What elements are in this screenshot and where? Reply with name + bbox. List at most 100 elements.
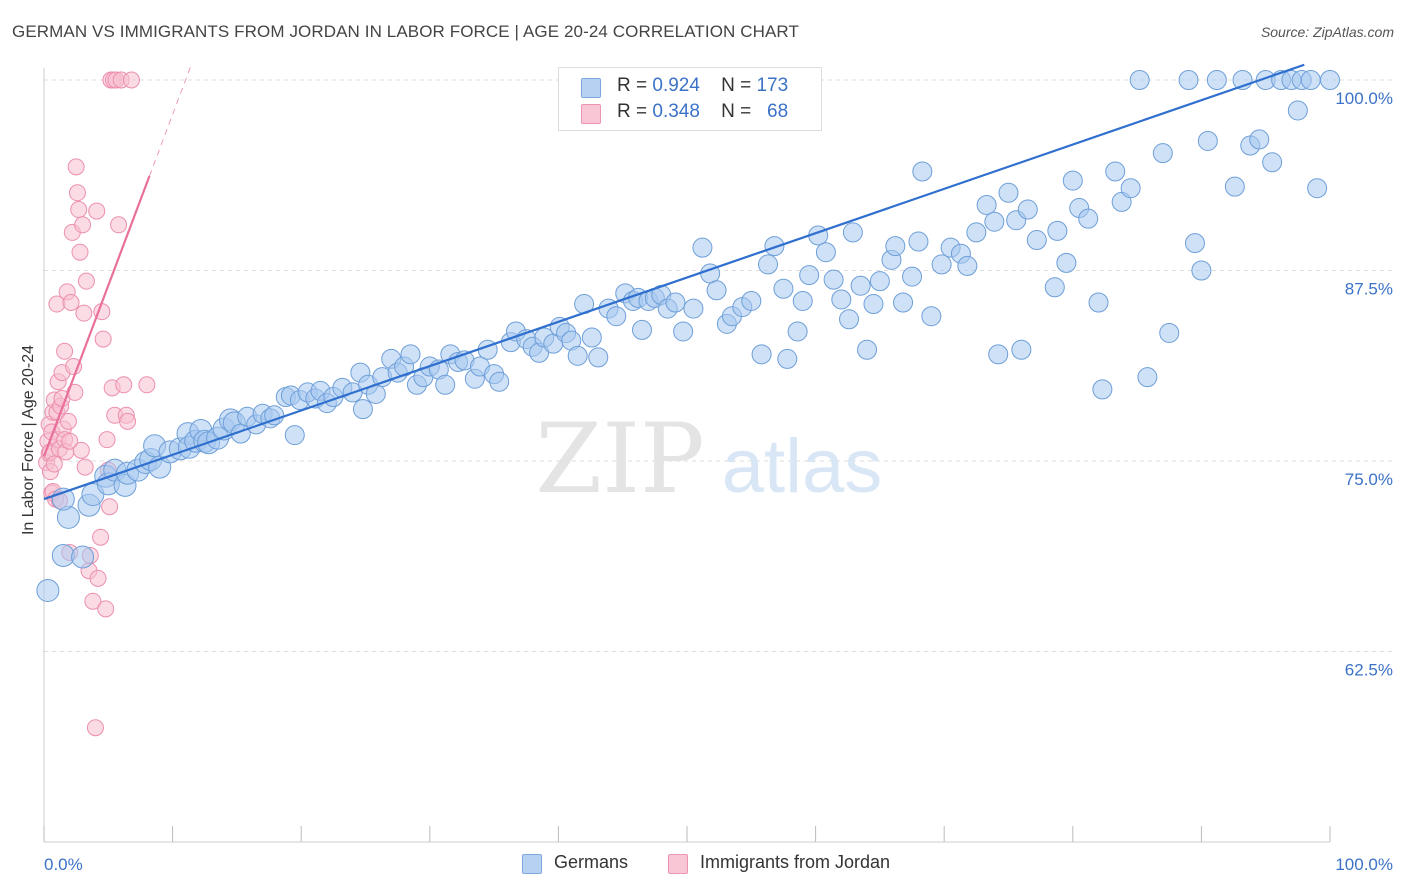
point-german [787, 321, 808, 342]
point-jordan [86, 719, 104, 737]
point-german [988, 344, 1009, 365]
point-german [857, 339, 878, 360]
point-german [606, 306, 627, 327]
jordan-points [38, 71, 156, 737]
point-jordan [115, 376, 133, 394]
point-german [435, 374, 456, 395]
point-german [758, 254, 779, 275]
point-german [588, 347, 609, 368]
point-german [1152, 143, 1173, 164]
point-german [1197, 130, 1218, 151]
point-jordan [84, 592, 102, 610]
point-jordan [56, 342, 74, 360]
legend-n-label: N = [721, 101, 752, 122]
point-jordan [110, 216, 128, 234]
point-german [1026, 230, 1047, 251]
legend-r-germans: 0.924 [652, 75, 700, 96]
point-jordan [67, 158, 85, 176]
point-german [1178, 70, 1199, 90]
watermark-zip: ZIP [535, 403, 704, 515]
point-jordan [65, 358, 83, 376]
point-jordan [76, 458, 94, 476]
point-jordan [74, 216, 92, 234]
point-german [1047, 220, 1068, 241]
point-jordan [66, 383, 84, 401]
point-jordan [68, 184, 86, 202]
trendline-jordan-extension [148, 63, 193, 177]
point-jordan [89, 569, 107, 587]
point-german [581, 327, 602, 348]
point-jordan [70, 201, 88, 219]
point-german [1120, 178, 1141, 199]
point-german [1062, 170, 1083, 191]
point-german [823, 269, 844, 290]
point-german [36, 579, 60, 603]
trend-lines [42, 63, 1305, 501]
point-german [1320, 70, 1340, 90]
legend-n-label: N = [721, 75, 752, 96]
point-german [1224, 176, 1245, 197]
x-tick-label-max: 100.0% [1335, 855, 1393, 874]
point-german [902, 266, 923, 287]
point-jordan [138, 376, 156, 394]
point-german [863, 294, 884, 315]
point-german [885, 236, 906, 257]
grid-lines [44, 79, 1395, 652]
point-german [352, 399, 373, 420]
point-german [1017, 199, 1038, 220]
point-jordan [59, 412, 77, 430]
point-german [683, 298, 704, 319]
bottom-legend-label-germans: Germans [554, 852, 629, 872]
y-tick-label: 100.0% [1335, 89, 1393, 108]
point-german [1262, 152, 1283, 173]
german-points [36, 70, 1340, 603]
point-german [1249, 129, 1270, 150]
point-german [984, 211, 1005, 232]
point-german [1078, 208, 1099, 229]
point-german [1159, 322, 1180, 343]
point-jordan [98, 431, 116, 449]
legend-r-jordan: 0.348 [652, 101, 700, 122]
y-tick-label: 87.5% [1345, 280, 1393, 299]
point-german [1129, 70, 1150, 90]
point-german [706, 280, 727, 301]
chart-title: GERMAN VS IMMIGRANTS FROM JORDAN IN LABO… [12, 22, 799, 41]
point-german [1105, 161, 1126, 182]
point-german [921, 306, 942, 327]
point-german [1184, 233, 1205, 254]
point-german [71, 545, 95, 569]
legend-r-label: R = [617, 75, 648, 96]
point-german [957, 255, 978, 276]
point-german [976, 194, 997, 215]
point-german [1137, 367, 1158, 388]
point-german [764, 236, 785, 257]
point-german [998, 182, 1019, 203]
point-german [1206, 70, 1227, 90]
point-jordan [92, 528, 110, 546]
point-german [631, 319, 652, 340]
point-german [1011, 339, 1032, 360]
point-jordan [45, 455, 63, 473]
point-german [741, 290, 762, 311]
point-german [869, 271, 890, 292]
correlation-legend: R = 0.924 N = 173 R = 0.348 N = 68 [558, 67, 822, 131]
y-tick-label: 62.5% [1345, 661, 1393, 680]
point-jordan [71, 243, 89, 261]
point-german [931, 254, 952, 275]
point-german [1044, 277, 1065, 298]
tick-labels: 62.5% 75.0% 87.5% 100.0% 0.0% 100.0% [44, 89, 1393, 874]
point-german [1300, 70, 1321, 90]
point-jordan [72, 441, 90, 459]
point-german [966, 222, 987, 243]
point-german [1191, 260, 1212, 281]
point-jordan [61, 432, 79, 450]
watermark: ZIP atlas [535, 403, 882, 515]
point-jordan [77, 272, 95, 290]
trendline-germans [43, 63, 1305, 501]
bottom-legend-swatch-jordan [668, 854, 688, 874]
point-german [842, 222, 863, 243]
watermark-atlas: atlas [722, 424, 883, 509]
legend-swatch-germans [581, 78, 601, 98]
point-german [1287, 100, 1308, 121]
